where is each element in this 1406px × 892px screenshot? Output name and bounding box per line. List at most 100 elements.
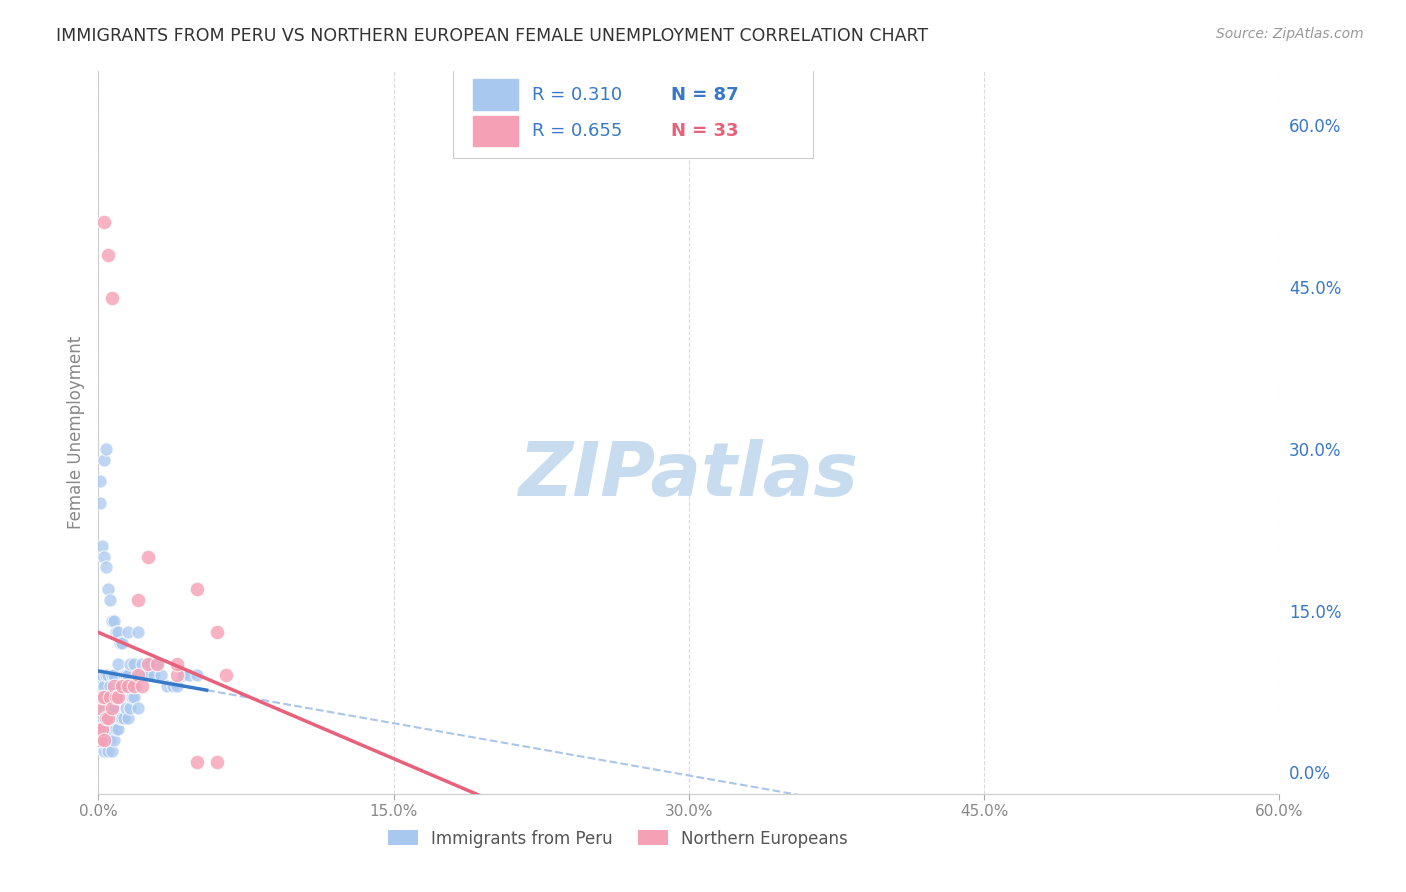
Point: [107, 690, 129, 704]
Point: [96, 711, 118, 725]
Point: [101, 291, 124, 305]
Point: [205, 755, 228, 769]
Point: [103, 700, 125, 714]
Point: [146, 657, 169, 672]
Point: [127, 700, 149, 714]
Point: [117, 625, 139, 640]
Point: [136, 657, 159, 672]
Point: [108, 636, 131, 650]
Point: [89, 722, 111, 736]
Point: [96, 690, 118, 704]
Point: [89, 706, 111, 720]
Point: [93, 215, 115, 229]
Point: [111, 636, 134, 650]
Legend: Immigrants from Peru, Northern Europeans: Immigrants from Peru, Northern Europeans: [381, 822, 855, 855]
Point: [89, 700, 111, 714]
Bar: [472, 79, 517, 110]
Point: [103, 668, 125, 682]
FancyBboxPatch shape: [453, 68, 813, 158]
Bar: [472, 116, 517, 146]
Point: [156, 679, 179, 693]
Point: [101, 744, 124, 758]
Point: [118, 657, 141, 672]
Point: [111, 679, 134, 693]
Point: [103, 615, 125, 629]
Point: [111, 679, 134, 693]
Point: [97, 711, 120, 725]
Point: [91, 711, 114, 725]
Point: [93, 722, 115, 736]
Point: [142, 668, 165, 682]
Point: [117, 668, 139, 682]
Point: [138, 657, 160, 672]
Point: [117, 711, 139, 725]
Point: [97, 248, 120, 262]
Point: [97, 706, 120, 720]
Text: N = 33: N = 33: [671, 122, 738, 140]
Point: [91, 539, 114, 553]
Point: [107, 690, 129, 704]
Point: [89, 496, 111, 510]
Point: [98, 679, 121, 693]
Point: [128, 668, 150, 682]
Point: [105, 690, 128, 704]
Point: [111, 711, 134, 725]
Point: [93, 744, 115, 758]
Point: [118, 700, 141, 714]
Point: [93, 452, 115, 467]
Point: [89, 733, 111, 747]
Point: [162, 679, 184, 693]
Point: [101, 615, 124, 629]
Point: [131, 657, 153, 672]
Text: ZIPatlas: ZIPatlas: [519, 440, 859, 513]
Point: [97, 722, 120, 736]
Point: [90, 722, 112, 736]
Point: [122, 679, 145, 693]
Point: [105, 722, 128, 736]
Point: [215, 668, 238, 682]
Point: [93, 700, 115, 714]
Point: [97, 582, 120, 596]
Point: [93, 549, 115, 564]
Point: [89, 711, 111, 725]
Point: [127, 668, 149, 682]
Point: [101, 668, 124, 682]
Point: [101, 722, 124, 736]
Point: [93, 733, 115, 747]
Point: [172, 668, 194, 682]
Point: [177, 668, 200, 682]
Point: [103, 679, 125, 693]
Point: [166, 657, 188, 672]
Point: [146, 657, 169, 672]
Point: [112, 711, 135, 725]
Point: [97, 690, 120, 704]
Point: [115, 668, 138, 682]
Point: [136, 549, 159, 564]
Point: [89, 474, 111, 488]
Point: [127, 592, 149, 607]
Point: [186, 755, 208, 769]
Point: [125, 679, 148, 693]
Point: [91, 690, 114, 704]
Point: [127, 668, 149, 682]
Point: [112, 668, 135, 682]
Point: [122, 690, 145, 704]
Point: [131, 679, 153, 693]
Point: [205, 625, 228, 640]
Text: R = 0.655: R = 0.655: [531, 122, 623, 140]
Point: [150, 668, 173, 682]
Point: [98, 592, 121, 607]
Point: [96, 442, 118, 456]
Point: [108, 711, 131, 725]
Point: [93, 679, 115, 693]
Point: [91, 733, 114, 747]
Point: [96, 560, 118, 574]
Point: [122, 657, 145, 672]
Point: [91, 722, 114, 736]
Point: [117, 679, 139, 693]
Point: [98, 711, 121, 725]
Point: [105, 625, 128, 640]
Point: [96, 733, 118, 747]
Point: [136, 668, 159, 682]
Point: [107, 722, 129, 736]
